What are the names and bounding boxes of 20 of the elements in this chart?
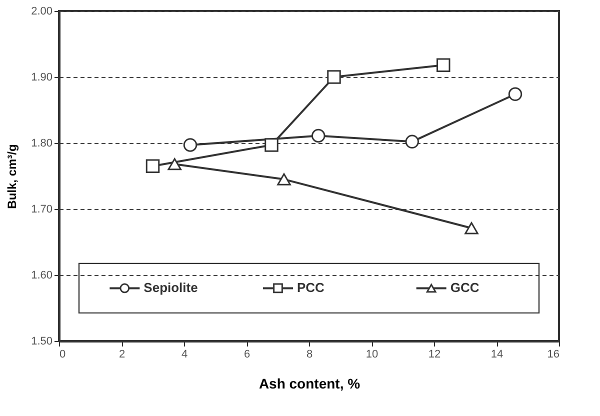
x-tick-label: 16 — [547, 348, 560, 360]
x-tick-label: 12 — [428, 348, 441, 360]
x-tick-label: 6 — [244, 348, 250, 360]
legend-label: Sepiolite — [144, 280, 198, 296]
x-tick-label: 14 — [490, 348, 504, 360]
legend-label: PCC — [297, 280, 326, 296]
y-axis-title: Bulk, cm³/g — [5, 144, 20, 209]
x-tick-label: 0 — [60, 348, 66, 360]
x-axis-title: Ash content, % — [258, 376, 361, 392]
y-tick-label: 1.50 — [31, 336, 52, 348]
y-tick-label: 1.90 — [31, 72, 52, 84]
y-tick-label: 1.80 — [31, 138, 52, 150]
x-tick-label: 2 — [118, 348, 126, 360]
y-tick-label: 2.00 — [31, 6, 52, 18]
legend-label: GCC — [450, 280, 480, 296]
y-tick-label: 1.60 — [31, 270, 52, 282]
x-tick-label: 10 — [366, 348, 378, 360]
y-tick-label: 1.70 — [31, 204, 52, 216]
x-tick-label: 8 — [306, 348, 313, 360]
x-tick-label: 4 — [181, 348, 188, 360]
